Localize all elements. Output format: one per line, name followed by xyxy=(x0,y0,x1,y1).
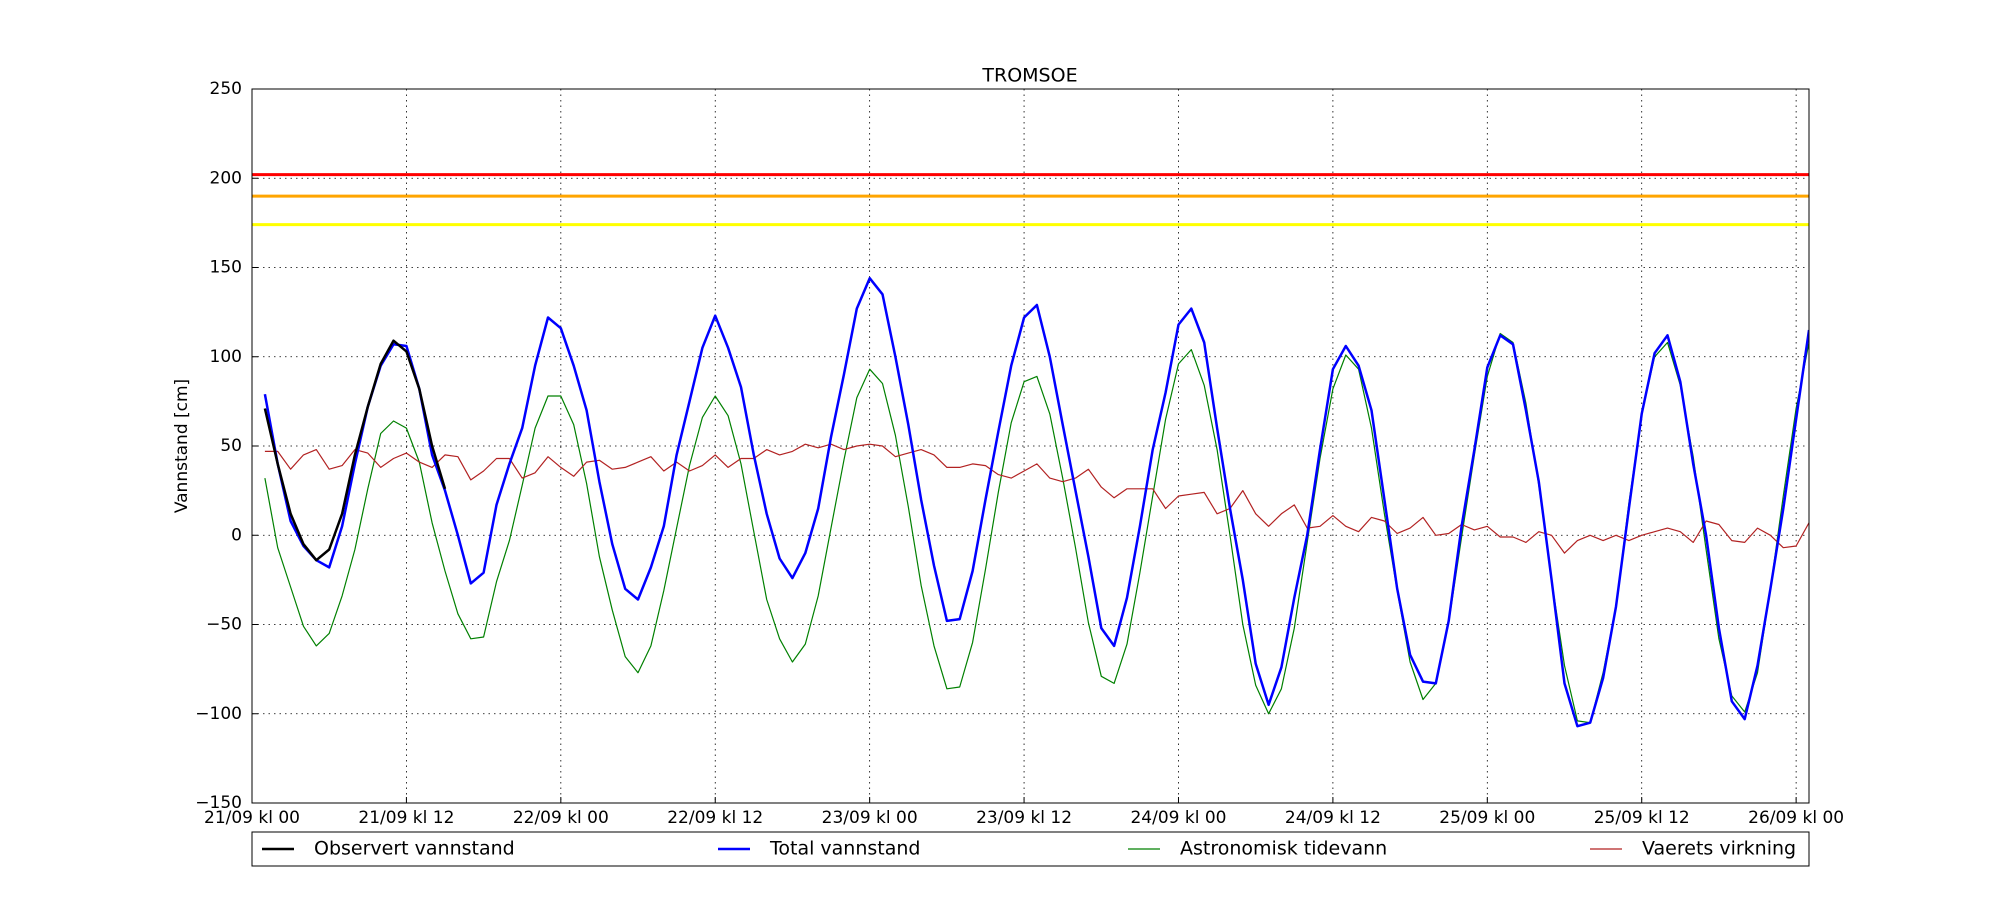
y-tick-label: 150 xyxy=(210,258,242,278)
x-tick-label: 25/09 kl 00 xyxy=(1439,808,1535,828)
legend-label: Astronomisk tidevann xyxy=(1180,838,1387,860)
x-tick-label: 22/09 kl 00 xyxy=(513,808,609,828)
y-tick-label: 100 xyxy=(210,347,242,367)
series-line xyxy=(264,443,1809,554)
y-tick-label: 50 xyxy=(220,436,242,456)
series-line xyxy=(263,339,447,562)
plot-frame xyxy=(251,88,1810,804)
x-tick-label: 23/09 kl 00 xyxy=(822,808,918,828)
y-tick-label: −100 xyxy=(195,704,242,724)
x-tick-label: 21/09 kl 00 xyxy=(204,808,300,828)
x-tick-label: 23/09 kl 12 xyxy=(976,808,1072,828)
legend-label: Vaerets virkning xyxy=(1642,838,1796,860)
x-tick-label: 24/09 kl 12 xyxy=(1285,808,1381,828)
x-tick-label: 21/09 kl 12 xyxy=(358,808,454,828)
legend-box xyxy=(251,831,1810,867)
x-tick-label: 22/09 kl 12 xyxy=(667,808,763,828)
x-tick-label: 24/09 kl 00 xyxy=(1130,808,1226,828)
series-line xyxy=(263,276,1809,728)
legend-label: Total vannstand xyxy=(769,838,920,860)
y-tick-label: 250 xyxy=(210,79,242,99)
chart-title: TROMSOE xyxy=(981,65,1077,87)
series-line xyxy=(264,332,1809,724)
y-tick-label: −150 xyxy=(195,793,242,813)
x-tick-label: 25/09 kl 12 xyxy=(1594,808,1690,828)
y-tick-label: 200 xyxy=(210,168,242,188)
y-axis-label: Vannstand [cm] xyxy=(172,379,192,513)
y-tick-label: 0 xyxy=(231,525,242,545)
y-tick-label: −50 xyxy=(206,615,242,635)
legend-label: Observert vannstand xyxy=(314,838,515,860)
x-tick-label: 26/09 kl 00 xyxy=(1748,808,1844,828)
